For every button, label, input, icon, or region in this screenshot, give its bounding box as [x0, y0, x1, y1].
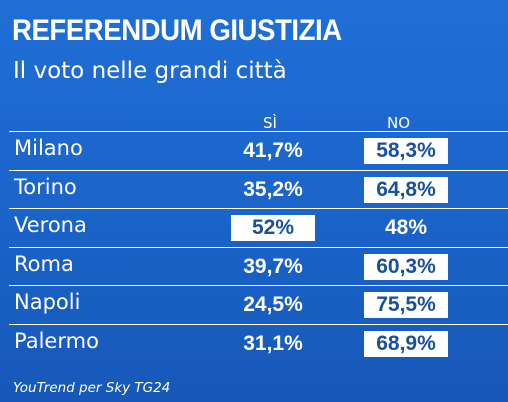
- column-header-si: SÌ: [263, 114, 277, 132]
- column-header-no: NO: [387, 114, 411, 132]
- city-label: Napoli: [14, 290, 81, 314]
- table-row: Roma 39,7% 60,3%: [9, 246, 508, 286]
- table-row: Verona 52% 48%: [9, 208, 508, 247]
- no-value: 60,3%: [364, 253, 448, 280]
- chart-title: REFERENDUM GIUSTIZIA: [12, 14, 342, 47]
- city-label: Torino: [14, 174, 77, 199]
- table-row: Napoli 24,5% 75,5%: [9, 285, 508, 324]
- table-row: Palermo 31,1% 68,9%: [9, 323, 508, 363]
- no-value: 75,5%: [364, 292, 448, 318]
- no-value: 64,8%: [364, 176, 448, 203]
- source-credit: YouTrend per Sky TG24: [13, 380, 171, 396]
- city-label: Milano: [14, 136, 83, 160]
- city-label: Verona: [14, 213, 87, 237]
- no-value: 48%: [384, 216, 428, 239]
- table-row: Torino 35,2% 64,8%: [9, 169, 508, 209]
- si-value: 35,2%: [243, 177, 303, 201]
- chart-subtitle: Il voto nelle grandi città: [13, 58, 287, 84]
- table-row: Milano 41,7% 58,3%: [9, 131, 508, 170]
- si-value: 39,7%: [243, 254, 303, 278]
- si-value: 41,7%: [243, 139, 303, 162]
- no-value: 68,9%: [364, 330, 448, 357]
- city-label: Palermo: [14, 328, 99, 353]
- results-table: Milano 41,7% 58,3% Torino 35,2% 64,8% Verona 52…: [9, 131, 508, 362]
- city-label: Roma: [14, 251, 74, 276]
- no-value: 58,3%: [364, 138, 448, 164]
- si-value: 31,1%: [243, 331, 303, 355]
- si-value: 24,5%: [243, 293, 303, 316]
- si-value: 52%: [231, 215, 315, 241]
